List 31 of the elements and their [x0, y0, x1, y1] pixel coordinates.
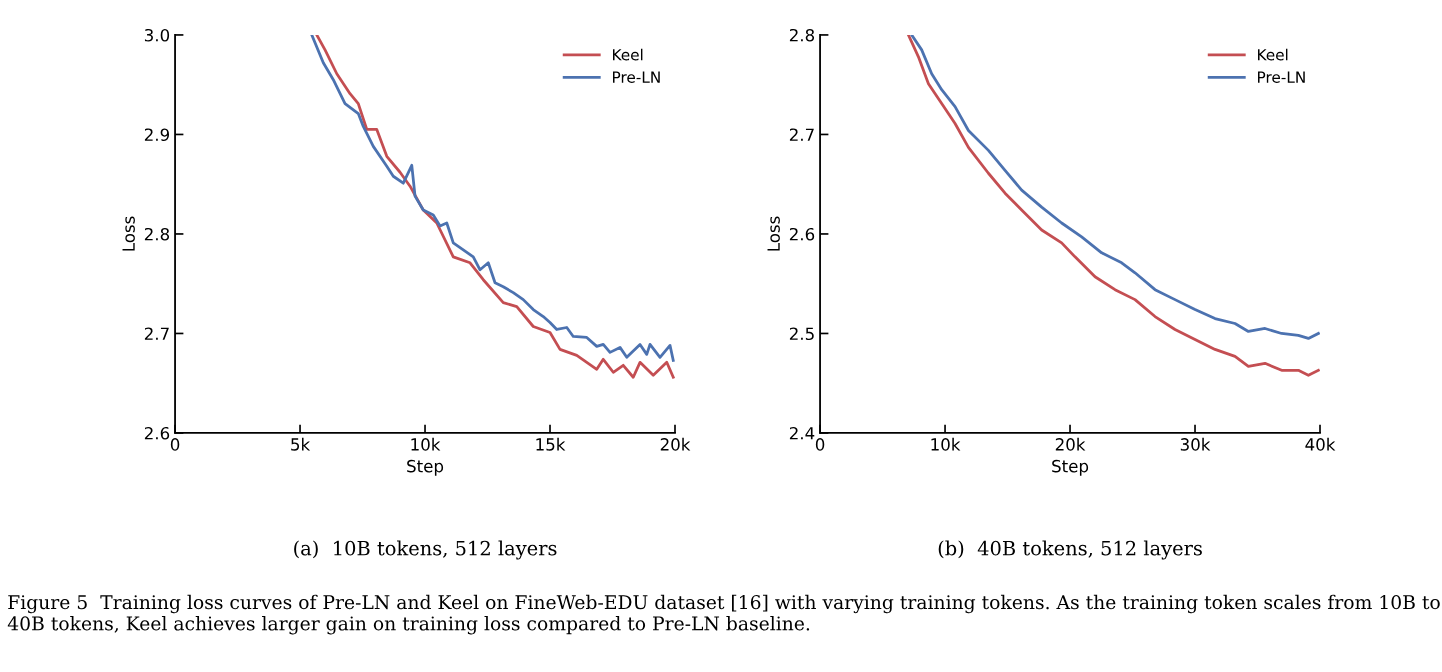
text: (a) 10B tokens, 512 layers [294, 540, 557, 560]
y-tick-label: 3.0 [144, 28, 170, 42]
x-tick-label: 0 [170, 438, 180, 451]
x-tick-label: 15k [536, 437, 566, 451]
legend-label: Keel [1258, 48, 1288, 61]
x-tick-label: 5k [291, 437, 311, 451]
y-tick-label: 2.7 [789, 128, 814, 141]
x-tick-label: 40k [1305, 437, 1336, 451]
x-tick-label: 10k [411, 437, 441, 451]
text: (b) 40B tokens, 512 layers [938, 540, 1202, 560]
x-axis-title: Step [1052, 459, 1089, 476]
y-tick-label: 2.8 [144, 227, 170, 241]
x-tick-label: 20k [1055, 437, 1086, 451]
y-axis-title: Loss [767, 216, 780, 251]
y-tick-label: 2.4 [789, 426, 815, 440]
y-tick-label: 2.9 [144, 128, 170, 142]
y-tick-label: 2.6 [789, 227, 815, 241]
y-tick-label: 2.7 [144, 327, 169, 340]
x-tick-label: 10k [931, 437, 961, 451]
y-tick-label: 2.6 [144, 426, 170, 440]
y-axis-title: Loss [122, 216, 135, 251]
y-tick-label: 2.5 [789, 327, 814, 341]
x-tick-label: 0 [815, 438, 825, 451]
x-tick-label: 20k [660, 437, 691, 451]
x-axis-title: Step [407, 459, 444, 476]
legend-label: Pre-LN [1258, 71, 1305, 83]
caption: Figure 5 Training loss curves of Pre-LN and Keel on FineWeb-EDU dataset [16] with varying training tokens. As the training token scales from 10B to 40B tokens, Keel achieves larger gain on training loss compared to Pre-LN baseline. [7, 594, 1440, 635]
legend-label: Pre-LN [613, 71, 660, 83]
legend-label: Keel [613, 48, 643, 61]
x-tick-label: 30k [1180, 437, 1211, 451]
y-tick-label: 2.8 [789, 28, 815, 42]
